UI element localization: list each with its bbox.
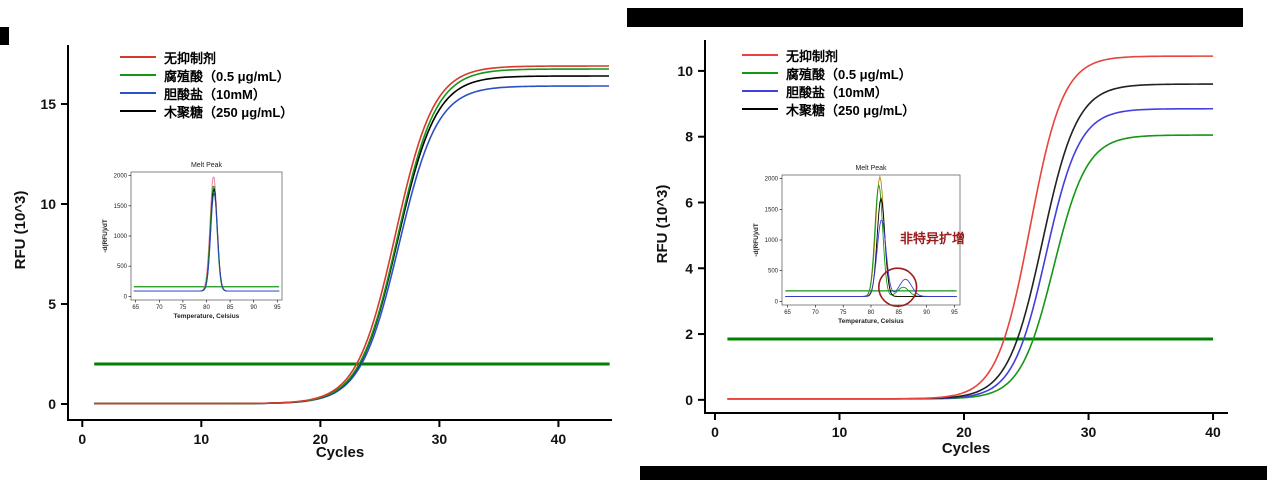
inset-x-tick-label: 90	[250, 305, 257, 311]
inset-x-tick-label: 65	[784, 310, 791, 316]
legend-line-swatch	[742, 72, 778, 74]
inset-y-axis-label: -d(RFU)/dT	[102, 219, 109, 253]
melt-peak-curve	[133, 193, 280, 292]
x-tick-label: 30	[1081, 424, 1097, 440]
y-tick-label: 15	[40, 96, 56, 112]
inset-y-tick-label: 1500	[765, 207, 779, 213]
inset-y-tick-label: 500	[768, 269, 779, 275]
x-tick-label: 30	[432, 431, 448, 447]
inset-y-tick-label: 0	[775, 299, 779, 305]
legend-item: 胆酸盐（10mM）	[120, 86, 293, 102]
black-mark-left-edge	[0, 27, 9, 45]
inset-y-tick-label: 2000	[765, 177, 779, 183]
legend: 无抑制剂 腐殖酸（0.5 μg/mL） 胆酸盐（10mM） 木聚糖（250 μg…	[742, 48, 916, 118]
x-tick-label: 40	[1205, 424, 1221, 440]
black-redaction-bar-top	[627, 8, 1243, 27]
legend-line-swatch	[120, 74, 156, 76]
x-tick-label: 40	[551, 431, 567, 447]
y-tick-label: 8	[685, 129, 693, 145]
inset-x-tick-label: 95	[951, 310, 958, 316]
inset-x-tick-label: 65	[132, 305, 139, 311]
nonspecific-amplification-ellipse	[877, 267, 918, 308]
inset-y-axis-label: -d(RFU)/dT	[753, 223, 760, 257]
inset-y-tick-label: 0	[124, 294, 128, 300]
inset-y-tick-label: 1500	[114, 204, 128, 210]
x-tick-label: 10	[194, 431, 210, 447]
legend-label: 胆酸盐（10mM）	[786, 84, 888, 100]
legend-label: 木聚糖（250 μg/mL）	[786, 102, 916, 118]
legend-item: 无抑制剂	[742, 48, 915, 64]
legend-item: 腐殖酸（0.5 μg/mL）	[742, 66, 915, 82]
x-axis-label: Cycles	[941, 440, 991, 457]
y-tick-label: 0	[48, 396, 56, 412]
legend-item: 木聚糖（250 μg/mL）	[120, 104, 294, 120]
amplification-chart-left: 0 5 10 15 0 10 20 30 40 Melt Peak 0 500 1000 1500 2000…	[40, 45, 612, 447]
inset-x-tick-label: 75	[840, 310, 847, 316]
melt-peak-curve	[785, 219, 957, 297]
inset-x-tick-label: 80	[868, 310, 875, 316]
inset-x-tick-label: 70	[156, 305, 163, 311]
y-tick-label: 4	[685, 260, 693, 276]
y-tick-label: 10	[40, 196, 56, 212]
legend-label: 无抑制剂	[164, 50, 217, 66]
legend-label: 木聚糖（250 μg/mL）	[164, 104, 294, 120]
y-tick-label: 2	[685, 326, 693, 342]
qpcr-amplification-panel-right: 0 2 4 6 8 10 0 10 20 30 40 Melt Peak 0 500 1000 1500 200…	[630, 0, 1267, 480]
axis-lines	[67, 45, 612, 421]
qpcr-amplification-panel-left: 0 5 10 15 0 10 20 30 40 Melt Peak 0 500 1000 1500 2000…	[0, 0, 630, 480]
inset-x-tick-label: 90	[923, 310, 930, 316]
inset-x-tick-label: 70	[812, 310, 819, 316]
inset-x-tick-label: 85	[227, 305, 234, 311]
inset-y-tick-label: 1000	[765, 238, 779, 244]
legend-line-swatch	[120, 92, 156, 94]
y-tick-label: 6	[685, 194, 693, 210]
legend-line-swatch	[742, 108, 778, 110]
nonspecific-amplification-label: 非特异扩增	[900, 231, 966, 246]
x-tick-label: 20	[956, 424, 972, 440]
inset-y-tick-label: 500	[117, 264, 128, 270]
x-tick-label: 10	[832, 424, 848, 440]
black-redaction-bar-bottom	[640, 466, 1267, 480]
x-tick-label: 0	[711, 424, 719, 440]
amplification-curve	[94, 65, 610, 405]
inset-title: Melt Peak	[855, 165, 887, 172]
legend-item: 木聚糖（250 μg/mL）	[742, 102, 916, 118]
y-tick-label: 0	[685, 392, 693, 408]
legend: 无抑制剂 腐殖酸（0.5 μg/mL） 胆酸盐（10mM） 木聚糖（250 μg…	[120, 50, 294, 120]
amplification-curve	[727, 55, 1214, 400]
legend-label: 腐殖酸（0.5 μg/mL）	[786, 66, 912, 82]
axis-lines	[704, 40, 1228, 414]
inset-x-axis-label: Temperature, Celsius	[174, 313, 240, 320]
legend-label: 腐殖酸（0.5 μg/mL）	[164, 68, 290, 84]
inset-x-tick-label: 85	[895, 310, 902, 316]
legend-label: 胆酸盐（10mM）	[164, 86, 266, 102]
legend-line-swatch	[120, 56, 156, 58]
legend-line-swatch	[742, 90, 778, 92]
y-tick-label: 10	[677, 63, 693, 79]
inset-x-axis-label: Temperature, Celsius	[838, 318, 904, 325]
legend-line-swatch	[742, 54, 778, 56]
legend-label: 无抑制剂	[786, 48, 839, 64]
legend-item: 胆酸盐（10mM）	[742, 84, 915, 100]
legend-item: 无抑制剂	[120, 50, 293, 66]
legend-item: 腐殖酸（0.5 μg/mL）	[120, 68, 293, 84]
inset-x-tick-label: 95	[274, 305, 281, 311]
inset-x-tick-label: 80	[203, 305, 210, 311]
inset-y-tick-label: 1000	[114, 234, 128, 240]
x-axis-label: Cycles	[315, 444, 365, 461]
y-axis-label: RFU (10^3)	[654, 184, 671, 264]
y-axis-label: RFU (10^3)	[12, 190, 29, 270]
legend-line-swatch	[120, 110, 156, 112]
inset-y-tick-label: 2000	[114, 174, 128, 180]
inset-x-tick-label: 75	[180, 305, 187, 311]
inset-title: Melt Peak	[191, 162, 223, 169]
x-tick-label: 0	[78, 431, 86, 447]
y-tick-label: 5	[48, 296, 56, 312]
amplification-chart-right: 0 2 4 6 8 10 0 10 20 30 40 Melt Peak 0 500 1000 1500 200…	[677, 40, 1228, 440]
x-tick-label: 20	[313, 431, 329, 447]
